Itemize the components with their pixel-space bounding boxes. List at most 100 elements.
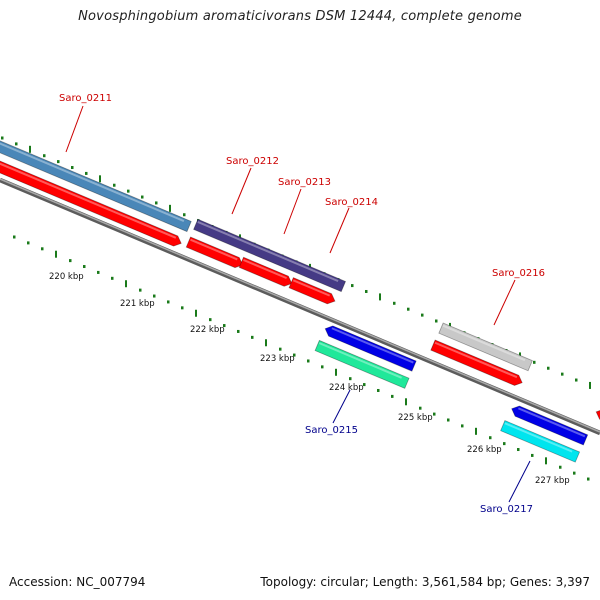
tick-mark (97, 270, 100, 274)
gene-saro-0213-cds[interactable] (238, 256, 294, 288)
tick-mark (85, 171, 88, 175)
gene-saro-0215-feature[interactable] (314, 339, 410, 389)
gene-saro-0215-cds-highlight (331, 327, 414, 364)
gene-saro-0216-cds[interactable] (430, 339, 524, 388)
tick-mark (533, 360, 536, 364)
gene-label-saro-0211: Saro_0211 (59, 93, 112, 104)
gene-saro-0216-feature[interactable] (438, 322, 533, 372)
gene-saro-0216-feature-highlight (442, 324, 526, 362)
tick-mark (589, 381, 591, 389)
tick-row-bottom (13, 235, 590, 481)
tick-mark (55, 250, 57, 258)
gene-saro-0215-cds[interactable] (323, 324, 417, 372)
tick-mark (139, 288, 142, 292)
gene-saro-0213-cds-highlight (243, 259, 287, 280)
tick-mark (183, 213, 186, 217)
gene-label-saro-0215: Saro_0215 (305, 425, 358, 436)
kbp-label-227: 227 kbp (535, 476, 570, 486)
gene-saro-0217-cds[interactable] (510, 404, 589, 446)
tick-mark (237, 329, 240, 333)
kbp-label-225: 225 kbp (398, 413, 433, 423)
gene-label-saro-0217: Saro_0217 (480, 504, 533, 515)
gene-saro-0212-cds[interactable] (185, 236, 245, 270)
gene-saro-0211-cds[interactable] (0, 160, 183, 249)
gene-saro-0214-cds-highlight (292, 279, 331, 297)
tick-mark (223, 324, 226, 328)
tick-mark (1, 136, 4, 140)
tick-mark (167, 300, 170, 304)
tick-mark (573, 471, 576, 475)
tick-mark (307, 359, 310, 363)
tick-mark (377, 388, 380, 392)
label-leaders-bottom (332, 389, 531, 503)
tick-mark (407, 307, 410, 311)
tick-mark (41, 247, 44, 251)
tick-mark (365, 289, 368, 293)
tick-mark (393, 301, 396, 305)
gene-label-saro-0212: Saro_0212 (226, 156, 279, 167)
tick-mark (69, 259, 72, 263)
tick-mark (547, 366, 550, 370)
tick-mark (379, 293, 381, 301)
tick-mark (13, 235, 16, 239)
tick-mark (475, 427, 477, 435)
gene-saro-0211-feature-highlight (0, 142, 185, 222)
tick-mark (113, 183, 116, 187)
gene-saro-0212-0214-feature-highlight (197, 221, 339, 282)
gene-saro-0215-feature-highlight (318, 342, 402, 379)
tick-mark (71, 166, 74, 170)
tick-mark (461, 424, 464, 428)
kbp-label-220: 220 kbp (49, 272, 84, 282)
tick-mark (181, 306, 184, 310)
kbp-label-224: 224 kbp (329, 383, 364, 393)
gene-saro-0216-cds-highlight (434, 341, 518, 379)
accession-text: Accession: NC_007794 (9, 575, 146, 589)
tick-mark (561, 372, 564, 376)
tick-mark (517, 448, 520, 452)
gene-saro-0217-feature[interactable] (500, 420, 581, 463)
gene-saro-0212-0214-feature[interactable] (193, 218, 347, 293)
tick-mark (321, 365, 324, 369)
tick-mark (363, 383, 366, 387)
tick-mark (545, 457, 547, 465)
tick-mark (433, 412, 436, 416)
tick-mark (57, 160, 60, 164)
tick-mark (531, 453, 534, 457)
gene-saro-0211-feature[interactable] (0, 139, 192, 233)
kbp-label-226: 226 kbp (467, 445, 502, 455)
tick-mark (351, 284, 354, 288)
tick-mark (43, 154, 46, 158)
kbp-label-223: 223 kbp (260, 354, 295, 364)
gene-label-saro-0214: Saro_0214 (325, 197, 378, 208)
gene-saro-0212-cds-highlight (190, 238, 238, 261)
label-leaders-top (65, 105, 516, 326)
tick-mark (503, 442, 506, 446)
gene-saro-0217-cds-highlight (518, 407, 586, 438)
tick-mark (153, 294, 156, 298)
tick-mark (435, 319, 438, 323)
kbp-label-221: 221 kbp (120, 299, 155, 309)
tick-mark (125, 280, 127, 288)
gene-label-saro-0213: Saro_0213 (278, 177, 331, 188)
tick-mark (251, 335, 254, 339)
gene-saro-0217-feature-highlight (504, 422, 573, 453)
tick-mark (29, 145, 31, 153)
tick-mark (83, 265, 86, 269)
tick-mark (155, 201, 158, 205)
tick-mark (127, 189, 130, 193)
tick-mark (405, 398, 407, 406)
tick-mark (575, 378, 578, 382)
tick-mark (111, 276, 114, 280)
tick-mark (279, 347, 282, 351)
tick-mark (587, 477, 590, 481)
tick-mark (15, 142, 18, 146)
tick-mark (27, 241, 30, 245)
tick-mark (169, 204, 171, 212)
topology-text: Topology: circular; Length: 3,561,584 bp… (260, 575, 590, 589)
tick-mark (419, 406, 422, 410)
tick-mark (209, 318, 212, 322)
gene-saro-0211-cds-highlight (0, 162, 177, 239)
gene-saro-0214-cds[interactable] (288, 277, 337, 307)
tick-mark (489, 436, 492, 440)
gene-offscreen-cds[interactable] (594, 407, 600, 428)
